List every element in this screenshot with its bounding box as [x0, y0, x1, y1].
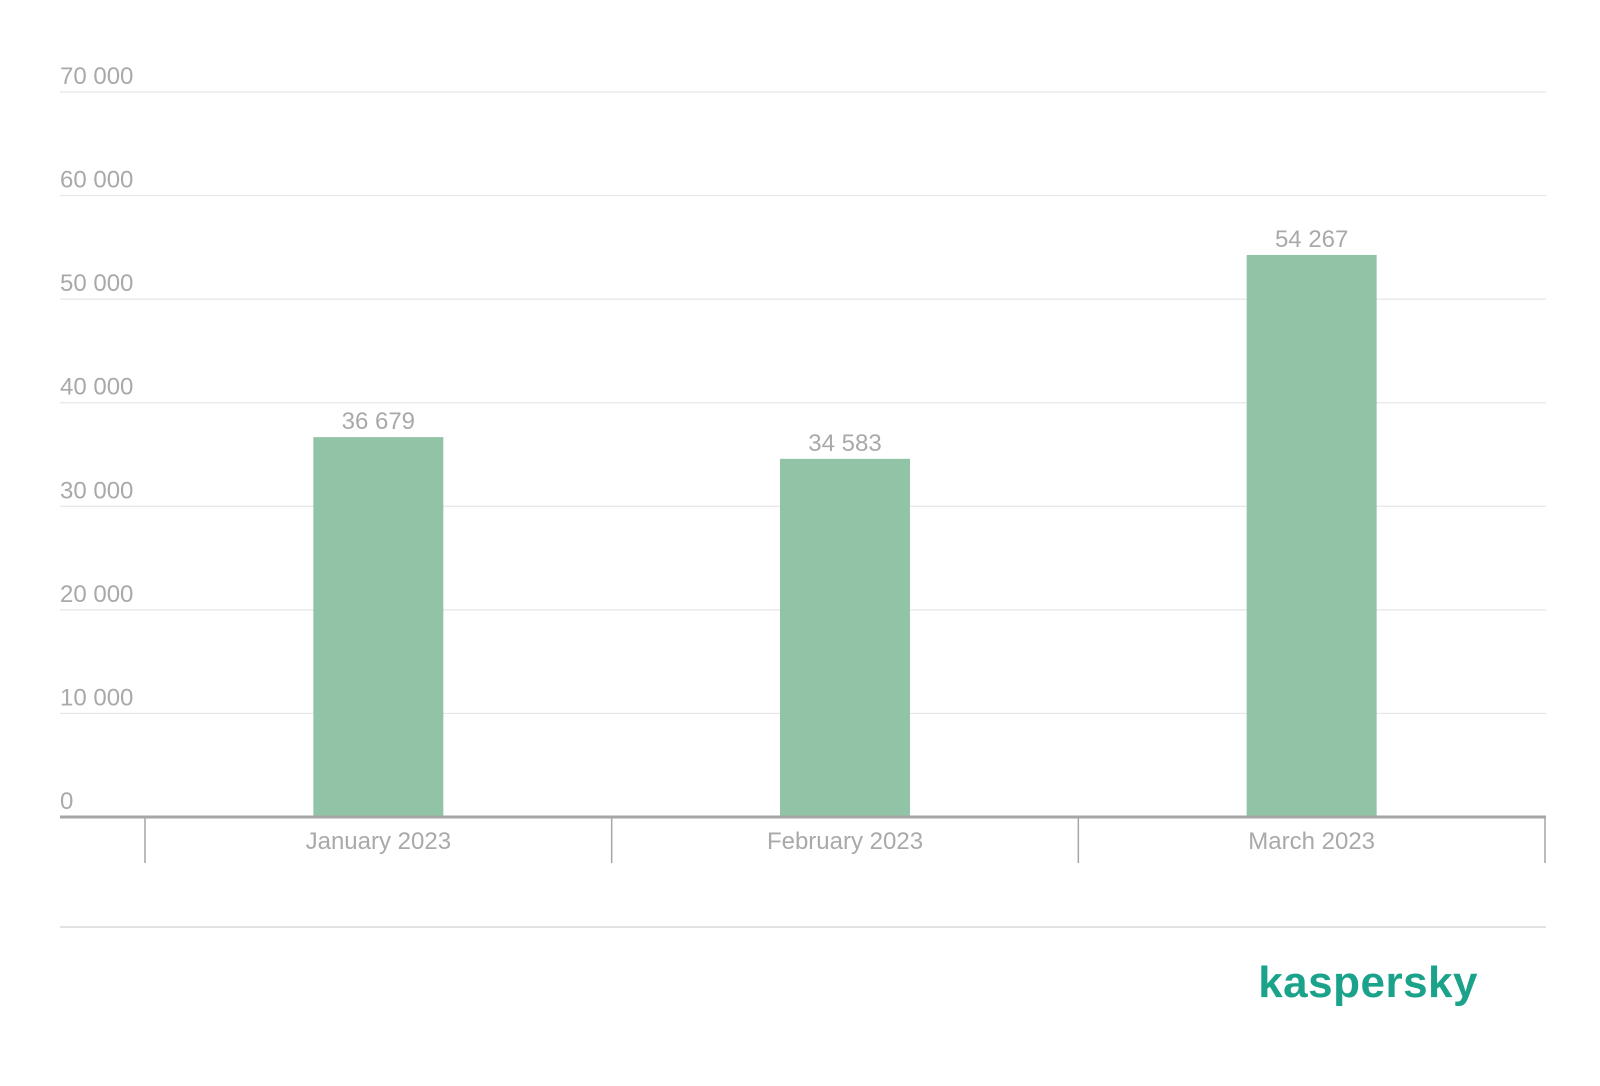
data-labels: 36 679 34 583 54 267: [342, 226, 1349, 457]
x-tick-label: January 2023: [306, 828, 451, 855]
y-tick-label: 30 000: [60, 477, 133, 504]
kaspersky-logo: kaspersky: [1258, 958, 1478, 1007]
data-label: 34 583: [808, 430, 881, 457]
x-axis: January 2023 February 2023 March 2023: [60, 815, 1546, 863]
y-tick-label: 70 000: [60, 63, 133, 90]
y-tick-label: 0: [60, 788, 73, 815]
x-tick-label: February 2023: [767, 828, 923, 855]
bar: [313, 437, 444, 817]
y-tick-label: 60 000: [60, 167, 133, 194]
y-axis-ticks: 0 10 000 20 000 30 000 40 000 50 000 60 000 70 …: [60, 63, 133, 815]
data-label: 54 267: [1275, 226, 1348, 253]
x-tick-label: March 2023: [1248, 828, 1375, 855]
y-tick-label: 20 000: [60, 581, 133, 608]
data-label: 36 679: [342, 408, 415, 435]
bars: [313, 254, 1377, 818]
y-tick-label: 40 000: [60, 374, 133, 401]
y-tick-label: 50 000: [60, 270, 133, 297]
bar: [780, 458, 910, 817]
bar: [1246, 254, 1377, 818]
y-tick-label: 10 000: [60, 684, 133, 711]
